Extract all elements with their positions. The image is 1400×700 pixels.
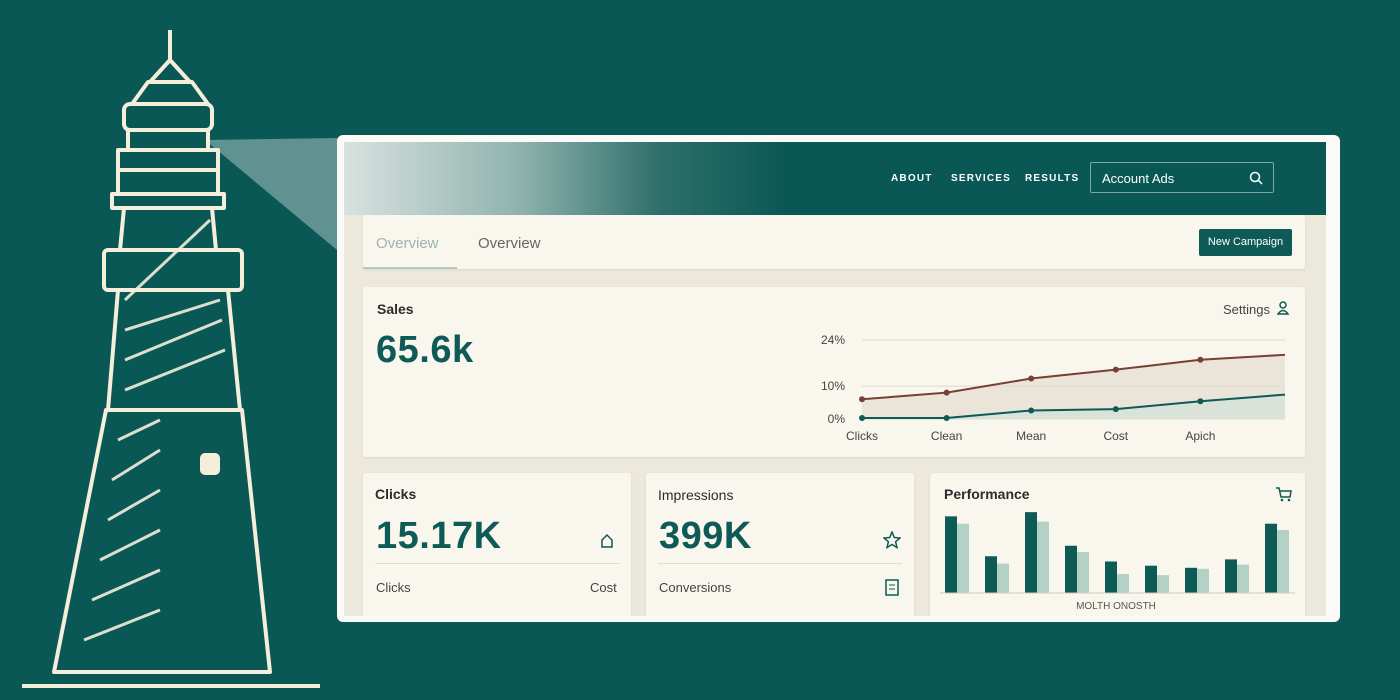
kpi-value: 65.6k (376, 329, 474, 371)
hatching (83, 218, 226, 642)
tab[interactable]: Overview (376, 235, 439, 252)
search-text: Account Ads (1102, 171, 1175, 186)
light-beam (205, 138, 337, 250)
search-icon (1249, 171, 1263, 185)
card-icon (601, 533, 613, 548)
doc-icon (885, 579, 899, 596)
divider (375, 563, 619, 564)
header: ABOUT SERVICES RESULTS Account Ads (344, 142, 1326, 215)
tab[interactable]: Overview (478, 235, 541, 252)
cart-icon (1276, 487, 1292, 502)
sales-card: Sales 65.6k Settings (363, 287, 1305, 457)
search-box[interactable]: Account Ads (1090, 162, 1274, 193)
star-icon (883, 531, 901, 549)
kpi-value: 399K (659, 515, 752, 557)
lighthouse (22, 30, 320, 688)
new-campaign-button[interactable]: New Campaign (1199, 229, 1292, 256)
tab-underline (363, 267, 457, 269)
settings-link[interactable]: Settings (1223, 302, 1270, 317)
metric-label: Conversions (659, 580, 732, 595)
card-title: Sales (377, 301, 414, 317)
nav-link[interactable]: RESULTS (1025, 173, 1080, 184)
kpi-value: 15.17K (376, 515, 502, 557)
card-title: Impressions (658, 487, 734, 503)
metric-label: Clicks (376, 580, 411, 595)
settings-icon (1276, 301, 1290, 315)
performance-card: Performance (930, 473, 1305, 616)
clicks-card: Clicks 15.17K Clicks Cost (363, 473, 631, 616)
card-title: Clicks (375, 486, 417, 502)
nav-link[interactable]: SERVICES (951, 173, 1011, 184)
divider (658, 563, 902, 564)
tab-bar (363, 215, 1305, 269)
nav-link[interactable]: ABOUT (891, 173, 933, 184)
impressions-card: Impressions 399K Conversions (646, 473, 914, 616)
metric-label: Cost (590, 580, 617, 595)
dashboard: ABOUT SERVICES RESULTS Account Ads Overv… (344, 142, 1326, 616)
card-title: Performance (944, 486, 1030, 502)
